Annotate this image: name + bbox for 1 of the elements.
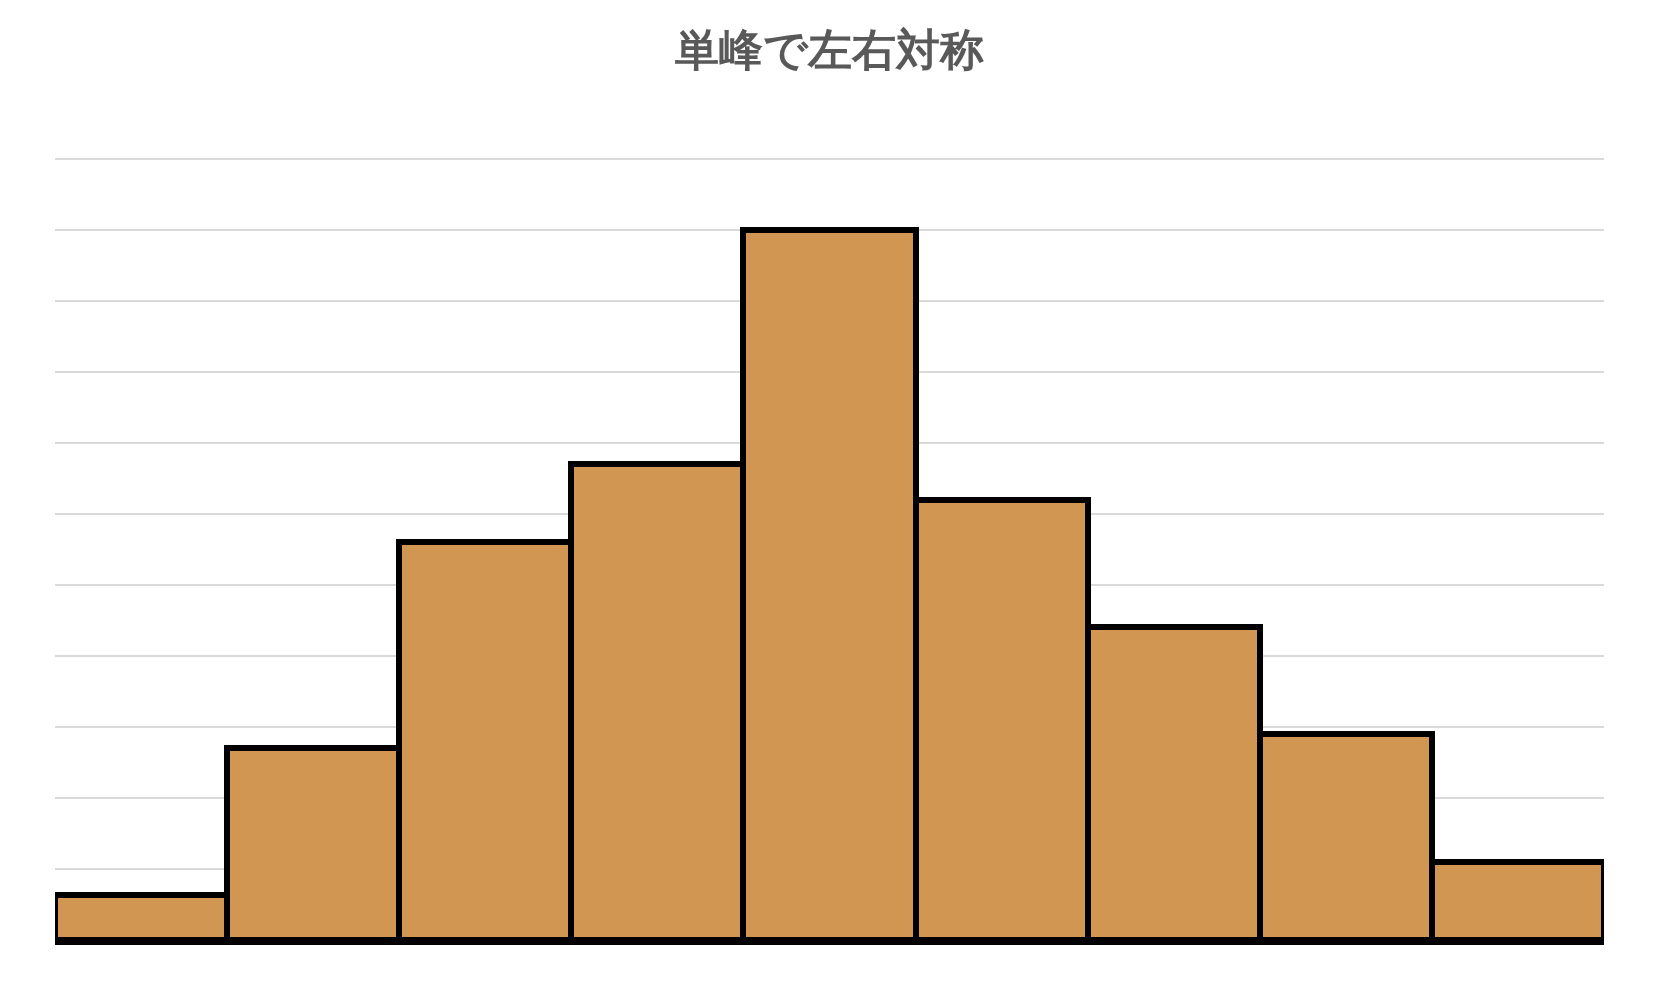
chart-title: 単峰で左右対称	[675, 25, 984, 75]
